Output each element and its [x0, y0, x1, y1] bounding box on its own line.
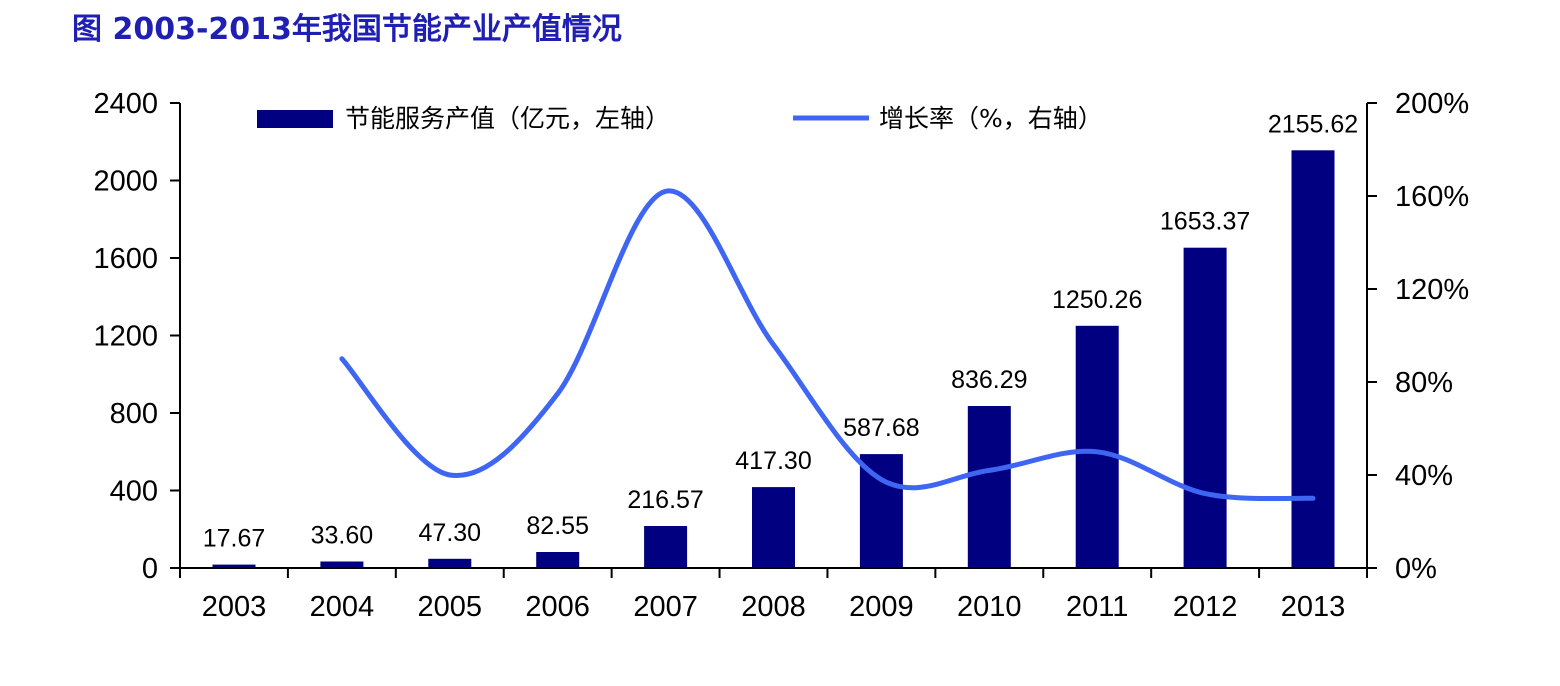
left-tick-label: 1600	[93, 243, 158, 275]
bar-data-label: 2155.62	[1268, 110, 1358, 138]
bar-data-label: 47.30	[419, 519, 482, 547]
x-tick-label: 2006	[525, 591, 590, 623]
bar-2007	[644, 526, 688, 568]
bar-data-label: 417.30	[735, 447, 811, 475]
x-tick-label: 2007	[633, 591, 698, 623]
x-tick-label: 2010	[957, 591, 1022, 623]
right-tick-label: 200%	[1395, 88, 1469, 120]
x-tick-label: 2011	[1066, 591, 1128, 623]
x-tick-label: 2008	[741, 591, 806, 623]
right-tick-label: 40%	[1395, 460, 1453, 492]
growth-line-series	[339, 188, 1316, 502]
page-title: 图 2003-2013年我国节能产业产值情况	[72, 12, 622, 47]
right-tick-label: 80%	[1395, 367, 1453, 399]
bar-2009	[859, 454, 903, 568]
bar-data-label: 33.60	[311, 522, 374, 550]
bar-2011	[1075, 325, 1119, 568]
x-tick-label: 2013	[1281, 591, 1346, 623]
left-tick-label: 0	[142, 553, 158, 585]
bar-2012	[1183, 247, 1227, 568]
bar-data-label: 17.67	[203, 525, 266, 553]
bar-2010	[967, 406, 1011, 568]
legend: 节能服务产值（亿元，左轴） 增长率（%，右轴）	[257, 104, 1103, 133]
bar-data-label: 1250.26	[1052, 286, 1142, 314]
legend-bar-label: 节能服务产值（亿元，左轴）	[345, 104, 670, 133]
bar-data-label: 82.55	[526, 512, 589, 540]
bar-2003	[212, 564, 256, 568]
bar-data-label: 587.68	[843, 414, 919, 442]
left-tick-label: 2000	[93, 166, 158, 198]
bar-2013	[1291, 150, 1335, 569]
right-tick-label: 0%	[1395, 553, 1437, 585]
bar-2006	[536, 552, 580, 568]
x-tick-label: 2003	[202, 591, 267, 623]
bar-data-labels: 17.67 33.60 47.30 82.55 216.57 417.30 587.68 83…	[203, 110, 1358, 552]
left-tick-label: 2400	[93, 88, 158, 120]
legend-bar-swatch	[257, 110, 333, 128]
left-tick-label: 800	[110, 398, 158, 430]
bar-data-label: 1653.37	[1160, 208, 1250, 236]
right-tick-label: 160%	[1395, 181, 1469, 213]
legend-line-label: 增长率（%，右轴）	[879, 104, 1103, 133]
left-tick-label: 400	[110, 476, 158, 508]
x-tick-label: 2004	[310, 591, 375, 623]
x-tick-label: 2012	[1173, 591, 1238, 623]
x-tick-label: 2005	[418, 591, 483, 623]
bar-2005	[428, 558, 472, 568]
right-tick-label: 120%	[1395, 274, 1469, 306]
bar-data-label: 836.29	[951, 366, 1027, 394]
bar-2008	[752, 487, 795, 568]
growth-line	[339, 188, 1316, 502]
bar-2004	[320, 561, 364, 568]
bar-data-label: 216.57	[627, 486, 703, 514]
left-tick-label: 1200	[93, 321, 158, 353]
axes: 0 400 800 1200 1600 2000 2400 0% 40% 80% 120% 160% 2…	[93, 88, 1469, 623]
x-tick-label: 2009	[849, 591, 914, 623]
